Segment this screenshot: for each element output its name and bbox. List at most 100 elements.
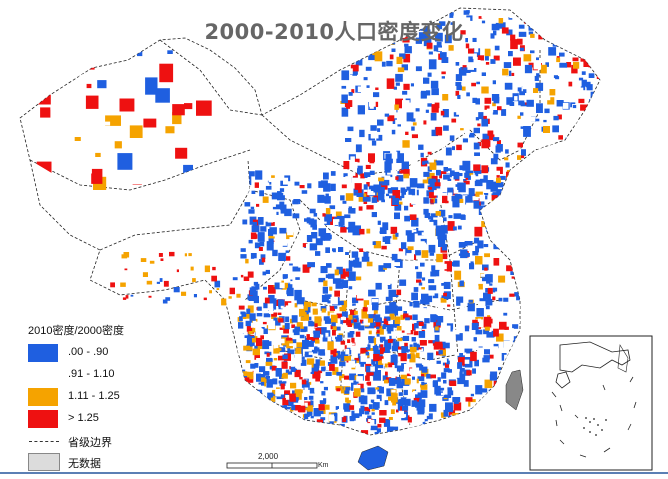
density-patch [434, 102, 440, 109]
density-patch [403, 198, 410, 205]
density-patch [431, 265, 436, 271]
density-patch [335, 282, 340, 287]
density-patch [491, 391, 499, 400]
density-patch [424, 419, 428, 424]
density-patch [356, 276, 362, 281]
density-patch [351, 177, 359, 187]
density-patch [433, 190, 442, 196]
density-patch [407, 354, 411, 359]
density-patch [455, 81, 462, 86]
density-patch [294, 405, 301, 411]
density-patch [342, 418, 346, 422]
density-patch [402, 335, 410, 341]
density-patch [332, 330, 336, 336]
density-patch [517, 155, 522, 160]
density-patch [331, 322, 336, 327]
density-patch [450, 417, 456, 422]
density-patches-tibet [110, 251, 254, 306]
density-patch [252, 234, 258, 239]
density-patch [424, 306, 430, 312]
density-patch [229, 287, 235, 295]
density-patch [362, 196, 371, 202]
density-patch [463, 17, 471, 27]
density-patch [286, 226, 291, 230]
density-patch [499, 202, 505, 206]
density-patch [443, 167, 448, 172]
density-patch [400, 314, 405, 320]
density-patch [330, 436, 338, 445]
density-patch [266, 202, 272, 207]
density-patch [520, 259, 526, 265]
density-patch [463, 179, 467, 182]
density-patch [486, 332, 495, 338]
density-patch [376, 333, 380, 337]
density-patch [477, 55, 485, 61]
density-patch [520, 434, 524, 435]
density-patch [124, 268, 128, 271]
density-patch [284, 411, 289, 416]
density-patch [548, 82, 555, 92]
density-patch [323, 172, 329, 180]
density-patch [511, 235, 515, 238]
density-patch [518, 201, 525, 208]
density-patch [509, 438, 515, 442]
bottom-rule [0, 472, 668, 474]
density-patch [289, 237, 296, 242]
density-patch [283, 187, 290, 196]
density-patch [328, 273, 335, 279]
density-patch [272, 377, 278, 385]
density-patch [443, 217, 447, 222]
density-patch [334, 224, 338, 227]
density-patch [406, 186, 411, 191]
density-patch [277, 355, 286, 361]
density-patch [350, 69, 358, 75]
density-patch [479, 194, 486, 202]
density-patch [427, 151, 432, 155]
density-patch [379, 417, 386, 423]
density-patch [395, 73, 403, 82]
density-patch [487, 287, 493, 294]
density-patch [380, 183, 388, 190]
density-patch [352, 228, 361, 236]
density-patch [400, 397, 408, 406]
density-patch [335, 406, 339, 410]
density-patch [448, 45, 454, 51]
density-patch [518, 31, 527, 37]
density-patch [498, 397, 505, 402]
density-patch [255, 326, 261, 332]
density-patch [323, 430, 328, 435]
density-patch [268, 393, 273, 398]
density-patch [335, 336, 339, 340]
density-patch [417, 230, 424, 236]
density-patch [146, 280, 153, 285]
density-patch [490, 419, 494, 423]
density-patch [340, 340, 346, 345]
density-patch [404, 194, 412, 201]
density-patch [347, 339, 351, 343]
density-patch [285, 376, 292, 384]
density-patch [478, 283, 483, 290]
density-patch [284, 322, 290, 330]
density-patch [384, 175, 391, 180]
density-patch [190, 266, 194, 271]
density-patch [473, 164, 481, 171]
density-patch [240, 254, 247, 259]
density-patch [391, 195, 396, 199]
density-patch [361, 256, 370, 262]
density-patch [260, 335, 264, 340]
density-patch [435, 197, 442, 204]
density-patch [524, 320, 529, 325]
density-patch [388, 378, 396, 386]
density-patch [402, 311, 407, 316]
density-patch [466, 370, 472, 376]
density-patch [505, 182, 511, 188]
density-patch [383, 263, 392, 269]
density-patch [294, 181, 300, 186]
density-patch [43, 46, 59, 65]
density-patch [484, 140, 491, 147]
density-patch [326, 263, 332, 268]
density-patch [396, 289, 402, 296]
density-patch [311, 232, 318, 239]
density-patch [593, 60, 599, 67]
density-patch [377, 188, 384, 192]
